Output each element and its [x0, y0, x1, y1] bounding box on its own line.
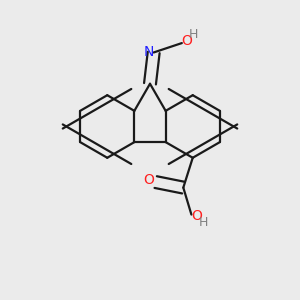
Text: O: O — [144, 173, 154, 187]
Text: H: H — [189, 28, 198, 41]
Text: O: O — [182, 34, 192, 48]
Text: O: O — [191, 209, 202, 224]
Text: N: N — [144, 45, 154, 59]
Text: H: H — [199, 216, 208, 229]
